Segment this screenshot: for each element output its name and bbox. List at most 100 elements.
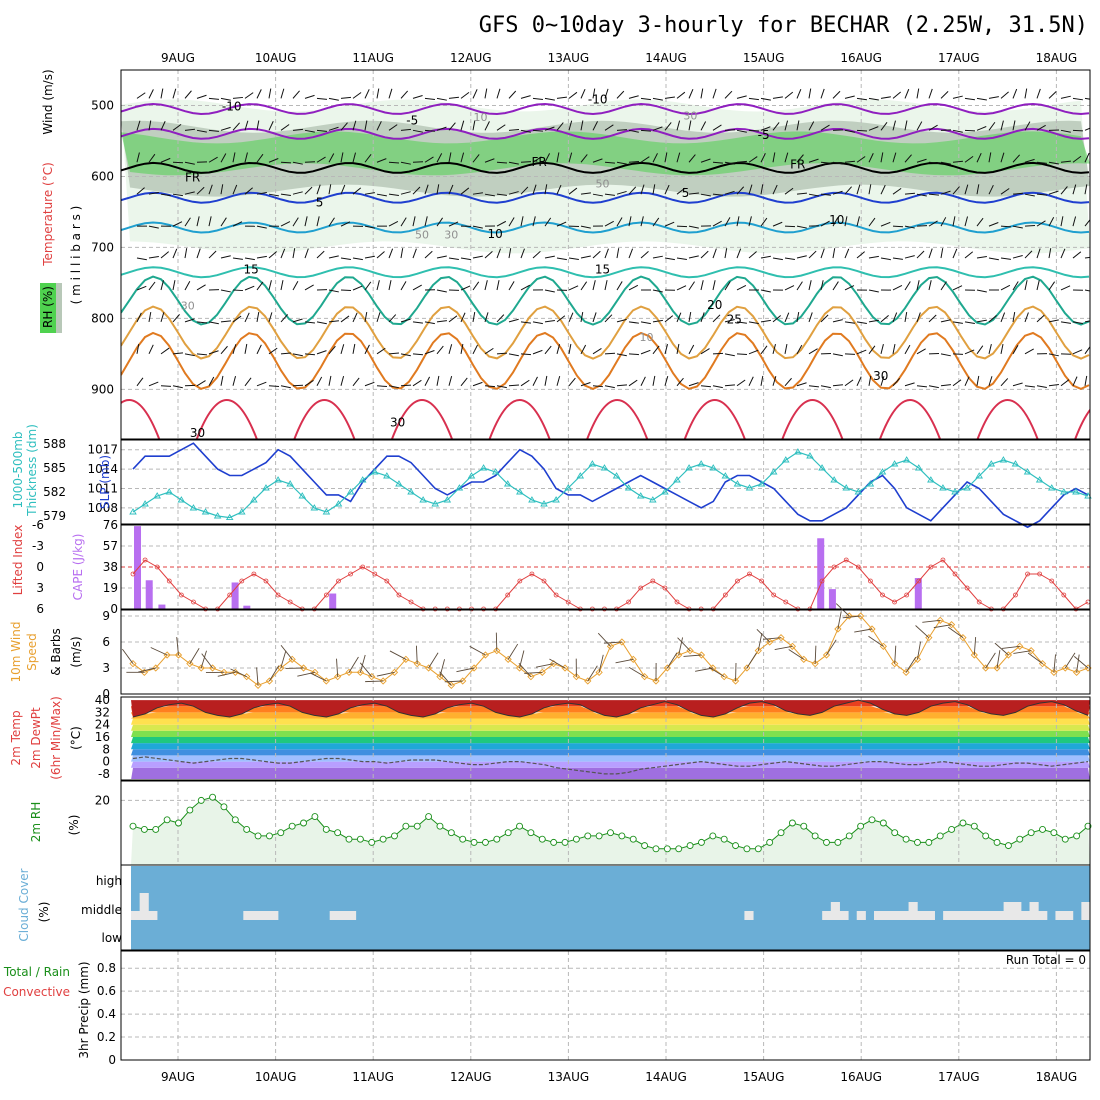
wind-barb bbox=[340, 289, 352, 291]
wind-barb bbox=[316, 129, 327, 132]
wind-barb bbox=[928, 248, 933, 259]
li-marker bbox=[517, 578, 523, 584]
wind-barb bbox=[664, 315, 674, 323]
cloud-bar bbox=[260, 911, 270, 920]
wind-barb bbox=[832, 353, 843, 357]
wind-barb bbox=[208, 184, 213, 195]
cloud-axis: high middle low bbox=[81, 874, 122, 945]
wind-barb bbox=[820, 193, 831, 196]
rh-marker bbox=[481, 838, 489, 846]
wind-barb bbox=[1036, 280, 1040, 291]
wind-barb bbox=[580, 225, 591, 229]
temp-tick-label: 24 bbox=[95, 718, 110, 732]
rh-contour-label: 30 bbox=[181, 300, 195, 313]
wind-barb bbox=[1084, 152, 1090, 163]
wind-barb bbox=[220, 217, 227, 227]
wind-barb bbox=[568, 312, 574, 323]
cloud-bars bbox=[131, 893, 1091, 920]
wind-barb bbox=[304, 129, 315, 133]
wind-barb bbox=[1000, 257, 1011, 260]
wind-barb bbox=[148, 311, 152, 323]
wind-speed-line bbox=[132, 615, 1089, 686]
surface-wind-barb bbox=[1053, 654, 1056, 673]
rh-marker bbox=[391, 832, 398, 840]
wind-barb bbox=[508, 384, 520, 387]
surface-wind-barb bbox=[309, 672, 327, 682]
wind-barb bbox=[628, 248, 634, 259]
wind-barb bbox=[568, 343, 572, 354]
wind-barb bbox=[424, 250, 433, 259]
thickness-marker bbox=[1035, 476, 1044, 483]
wind-barb bbox=[460, 343, 464, 354]
li-tick-label: -3 bbox=[32, 539, 44, 553]
li-marker bbox=[142, 557, 148, 563]
rh-marker bbox=[129, 822, 137, 830]
wind-barb bbox=[808, 193, 819, 197]
wind-barb bbox=[1012, 281, 1019, 291]
wind-barb bbox=[232, 221, 243, 227]
wind-barb bbox=[328, 217, 335, 227]
thickness-marker bbox=[262, 484, 270, 491]
wind-barb bbox=[952, 160, 963, 163]
wind-barb bbox=[436, 184, 440, 195]
isotherm-label: FR bbox=[185, 170, 200, 184]
temperature-color-bands bbox=[131, 700, 1090, 779]
temp-band bbox=[131, 761, 1090, 768]
li-marker bbox=[251, 571, 257, 577]
surface-wind-barb bbox=[456, 667, 475, 673]
rh-marker bbox=[402, 822, 410, 830]
surface-wind-barb bbox=[230, 668, 247, 678]
surface-wind-barb bbox=[746, 652, 757, 669]
bottom-date-label: 14AUG bbox=[645, 1070, 687, 1084]
thickness-marker bbox=[491, 468, 500, 475]
wind-barb bbox=[208, 376, 215, 387]
precip-panel-frame bbox=[120, 950, 1091, 1061]
li-tick-label: 6 bbox=[36, 602, 44, 616]
wind-barb bbox=[172, 88, 177, 99]
wind-marker bbox=[413, 660, 421, 668]
pressure-tick-label: 500 bbox=[91, 98, 114, 112]
surface-wind-barb bbox=[683, 654, 702, 657]
wind-barb bbox=[148, 225, 159, 229]
wind-barb bbox=[532, 250, 541, 259]
li-tick-label: 3 bbox=[36, 581, 44, 595]
wind-barb bbox=[664, 184, 670, 195]
surface-wind-barb bbox=[217, 671, 236, 677]
wind-barb bbox=[604, 193, 615, 196]
wind-marker bbox=[231, 668, 239, 676]
wind-barb bbox=[148, 255, 159, 259]
wind-barb bbox=[184, 318, 195, 323]
wind-barb bbox=[844, 248, 850, 259]
wind-barb bbox=[784, 120, 789, 131]
wind-barb bbox=[460, 92, 470, 99]
wind-barb bbox=[952, 95, 963, 99]
wind-barb bbox=[352, 257, 363, 261]
bottom-date-label: 13AUG bbox=[548, 1070, 590, 1084]
wind-barb bbox=[580, 281, 588, 291]
rh-marker bbox=[743, 845, 751, 853]
wind-barb bbox=[1024, 121, 1031, 131]
wind-barb bbox=[316, 350, 327, 355]
wind-barb bbox=[748, 251, 757, 259]
rh-marker bbox=[254, 832, 262, 840]
wind-barb bbox=[496, 161, 508, 164]
wind-barb bbox=[1048, 190, 1059, 195]
wind-panel-frame bbox=[120, 609, 1091, 695]
wind-barb bbox=[304, 380, 314, 387]
wind-barb bbox=[652, 97, 663, 101]
wind-barb bbox=[532, 376, 538, 387]
wind-barb bbox=[676, 120, 681, 131]
cape-tick-label: 57 bbox=[103, 539, 118, 553]
wind-barb bbox=[928, 280, 932, 291]
wind-barb bbox=[1000, 91, 1009, 99]
li-marker bbox=[227, 592, 233, 598]
wind-barb bbox=[376, 385, 388, 388]
cloud-bar bbox=[744, 911, 754, 920]
wind-barb bbox=[328, 126, 339, 131]
wind-barb bbox=[472, 225, 483, 229]
wind-barb bbox=[976, 217, 984, 227]
cloud-bar bbox=[882, 911, 892, 920]
wind-barb bbox=[640, 129, 652, 132]
wind-marker bbox=[595, 668, 603, 676]
wind-barb bbox=[1072, 321, 1083, 324]
